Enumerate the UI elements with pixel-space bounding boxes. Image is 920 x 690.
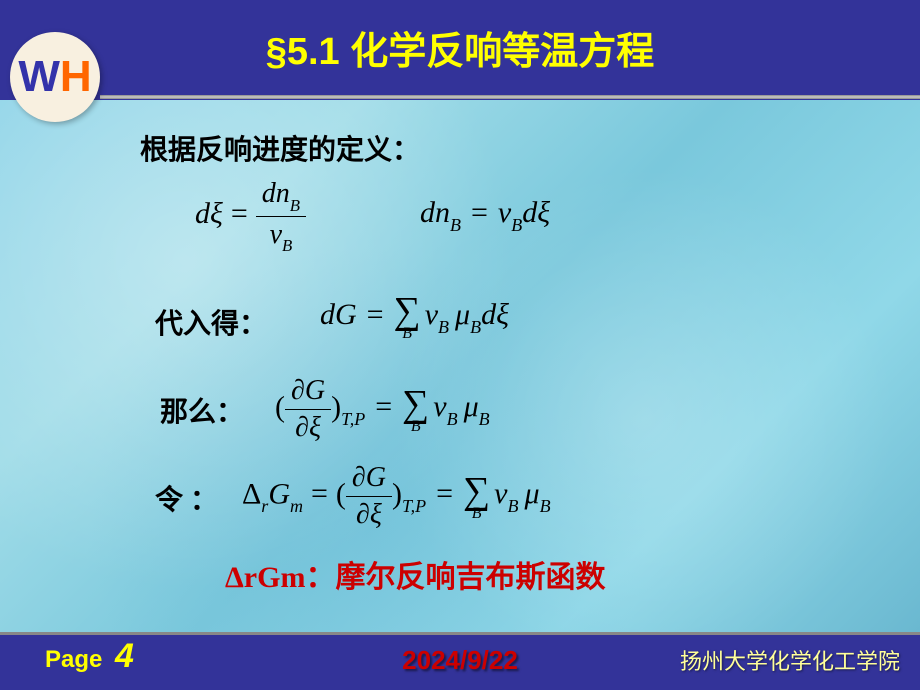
footer-institution: 扬州大学化学化工学院 bbox=[680, 644, 900, 676]
header: §5.1 化学反响等温方程 bbox=[0, 0, 920, 98]
equation-dnb: dnB=vBdξ bbox=[420, 196, 550, 234]
slide-title: §5.1 化学反响等温方程 bbox=[0, 20, 920, 75]
text-definition: 根据反响进度的定义： bbox=[140, 128, 420, 168]
logo-badge: WH bbox=[10, 32, 100, 122]
text-let: 令 ： bbox=[155, 478, 218, 518]
logo-letter-h: H bbox=[60, 52, 92, 102]
slide: §5.1 化学反响等温方程 WH 根据反响进度的定义： dξ=dnBvB dnB… bbox=[0, 0, 920, 690]
header-separator bbox=[100, 95, 920, 99]
logo-letter-w: W bbox=[18, 52, 60, 102]
equation-delta-rgm: ΔrGm=(∂G∂ξ)T,P=∑BvB μB bbox=[242, 462, 551, 531]
equation-partial: (∂G∂ξ)T,P=∑BvB μB bbox=[275, 375, 490, 444]
footer: Page 4 2024/9/22 扬州大学化学化工学院 bbox=[0, 632, 920, 690]
content-area: 根据反响进度的定义： dξ=dnBvB dnB=vBdξ 代入得： dG=∑Bv… bbox=[0, 100, 920, 632]
equation-xi: dξ=dnBvB bbox=[195, 178, 306, 254]
text-substitute: 代入得： bbox=[155, 302, 267, 342]
equation-dg: dG=∑BvB μBdξ bbox=[320, 292, 509, 342]
text-conclusion: ΔrGm：摩尔反响吉布斯函数 bbox=[225, 552, 605, 596]
text-then: 那么： bbox=[160, 390, 244, 430]
